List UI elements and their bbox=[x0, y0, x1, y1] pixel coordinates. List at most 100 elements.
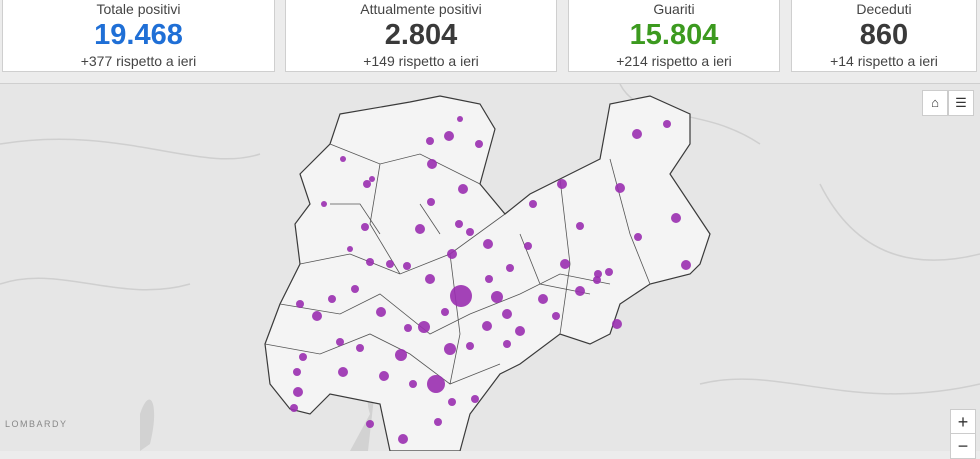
map-marker[interactable] bbox=[466, 228, 474, 236]
map-marker[interactable] bbox=[612, 319, 622, 329]
map-marker[interactable] bbox=[312, 311, 322, 321]
map-marker[interactable] bbox=[594, 270, 602, 278]
map-marker[interactable] bbox=[529, 200, 537, 208]
map-marker[interactable] bbox=[426, 137, 434, 145]
map-marker[interactable] bbox=[615, 183, 625, 193]
zoom-in[interactable]: + bbox=[950, 409, 976, 435]
map-marker[interactable] bbox=[681, 260, 691, 270]
card-value: 860 bbox=[859, 19, 909, 51]
zoom-out[interactable]: − bbox=[950, 433, 976, 459]
card-value: 19.468 bbox=[94, 19, 183, 51]
card-value: 15.804 bbox=[629, 19, 719, 51]
map-marker[interactable] bbox=[395, 349, 407, 361]
card-delta: +14 rispetto a ieri bbox=[830, 53, 938, 69]
map-marker[interactable] bbox=[356, 344, 364, 352]
map[interactable]: LOMBARDY ⌂ ☰ + − bbox=[0, 83, 980, 459]
map-marker[interactable] bbox=[415, 224, 425, 234]
map-marker[interactable] bbox=[376, 307, 386, 317]
map-marker[interactable] bbox=[538, 294, 548, 304]
map-marker[interactable] bbox=[515, 326, 525, 336]
map-marker[interactable] bbox=[632, 129, 642, 139]
map-marker[interactable] bbox=[576, 222, 584, 230]
card-title: Deceduti bbox=[856, 1, 912, 17]
map-marker[interactable] bbox=[634, 233, 642, 241]
map-marker[interactable] bbox=[398, 434, 408, 444]
map-marker[interactable] bbox=[450, 285, 472, 307]
map-marker[interactable] bbox=[466, 342, 474, 350]
map-marker[interactable] bbox=[441, 308, 449, 316]
card-title: Guariti bbox=[653, 1, 695, 17]
map-marker[interactable] bbox=[366, 420, 374, 428]
map-marker[interactable] bbox=[444, 131, 454, 141]
map-canvas: LOMBARDY bbox=[0, 83, 980, 452]
map-marker[interactable] bbox=[299, 353, 307, 361]
map-marker[interactable] bbox=[491, 291, 503, 303]
map-marker[interactable] bbox=[552, 312, 560, 320]
stat-card: Deceduti 860 +14 rispetto a ieri bbox=[791, 0, 977, 72]
map-marker[interactable] bbox=[351, 285, 359, 293]
card-value: 2.804 bbox=[384, 19, 458, 51]
map-marker[interactable] bbox=[447, 249, 457, 259]
map-marker[interactable] bbox=[336, 338, 344, 346]
stat-card: Attualmente positivi 2.804 +149 rispetto a… bbox=[285, 0, 557, 72]
map-marker[interactable] bbox=[605, 268, 613, 276]
map-marker[interactable] bbox=[485, 275, 493, 283]
map-marker[interactable] bbox=[328, 295, 336, 303]
map-marker[interactable] bbox=[503, 340, 511, 348]
card-title: Attualmente positivi bbox=[360, 1, 482, 17]
map-marker[interactable] bbox=[369, 176, 375, 182]
map-marker[interactable] bbox=[427, 375, 445, 393]
map-marker[interactable] bbox=[671, 213, 681, 223]
map-marker[interactable] bbox=[418, 321, 430, 333]
markers bbox=[290, 116, 691, 444]
card-delta: +214 rispetto a ieri bbox=[616, 53, 732, 69]
map-marker[interactable] bbox=[340, 156, 346, 162]
map-marker[interactable] bbox=[560, 259, 570, 269]
map-marker[interactable] bbox=[425, 274, 435, 284]
card-title: Totale positivi bbox=[96, 1, 181, 17]
map-marker[interactable] bbox=[403, 262, 411, 270]
map-marker[interactable] bbox=[409, 380, 417, 388]
map-marker[interactable] bbox=[455, 220, 463, 228]
map-marker[interactable] bbox=[338, 367, 348, 377]
stat-card: Guariti 15.804 +214 rispetto a ieri bbox=[568, 0, 780, 72]
map-marker[interactable] bbox=[296, 300, 304, 308]
map-marker[interactable] bbox=[448, 398, 456, 406]
map-marker[interactable] bbox=[347, 246, 353, 252]
legend-button[interactable]: ☰ bbox=[948, 90, 974, 116]
map-marker[interactable] bbox=[293, 387, 303, 397]
map-marker[interactable] bbox=[557, 179, 567, 189]
map-marker[interactable] bbox=[663, 120, 671, 128]
map-marker[interactable] bbox=[502, 309, 512, 319]
map-marker[interactable] bbox=[483, 239, 493, 249]
map-marker[interactable] bbox=[471, 395, 479, 403]
map-marker[interactable] bbox=[404, 324, 412, 332]
card-delta: +149 rispetto a ieri bbox=[363, 53, 479, 69]
region-label: LOMBARDY bbox=[5, 419, 68, 429]
map-marker[interactable] bbox=[361, 223, 369, 231]
map-marker[interactable] bbox=[593, 276, 601, 284]
map-marker[interactable] bbox=[434, 418, 442, 426]
map-marker[interactable] bbox=[482, 321, 492, 331]
lake bbox=[140, 344, 381, 451]
card-delta: +377 rispetto a ieri bbox=[80, 53, 197, 69]
map-marker[interactable] bbox=[427, 159, 437, 169]
map-marker[interactable] bbox=[457, 116, 463, 122]
map-marker[interactable] bbox=[379, 371, 389, 381]
map-marker[interactable] bbox=[366, 258, 374, 266]
map-marker[interactable] bbox=[475, 140, 483, 148]
map-marker[interactable] bbox=[524, 242, 532, 250]
map-marker[interactable] bbox=[386, 260, 394, 268]
map-marker[interactable] bbox=[575, 286, 585, 296]
map-marker[interactable] bbox=[444, 343, 456, 355]
map-marker[interactable] bbox=[506, 264, 514, 272]
map-marker[interactable] bbox=[458, 184, 468, 194]
map-marker[interactable] bbox=[293, 368, 301, 376]
map-marker[interactable] bbox=[363, 180, 371, 188]
province-outline bbox=[264, 95, 711, 452]
map-marker[interactable] bbox=[321, 201, 327, 207]
map-marker[interactable] bbox=[427, 198, 435, 206]
map-marker[interactable] bbox=[290, 404, 298, 412]
home-button[interactable]: ⌂ bbox=[922, 90, 948, 116]
